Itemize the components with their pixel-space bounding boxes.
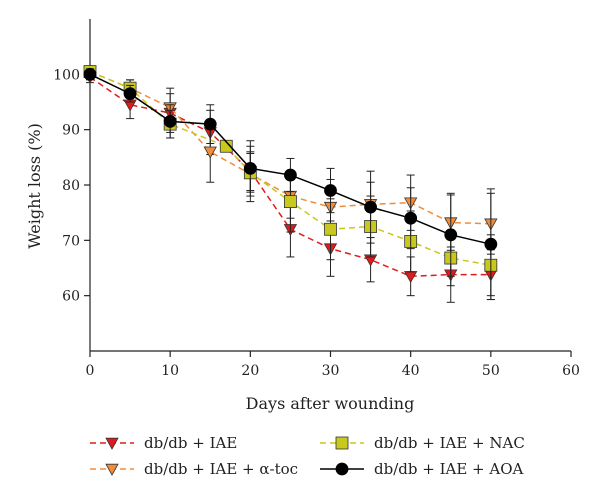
legend-item: db/db + IAE + NAC <box>320 434 525 452</box>
series-line <box>89 70 491 225</box>
x-tick-label: 60 <box>562 363 580 379</box>
x-tick-label: 30 <box>322 363 340 379</box>
legend-label: db/db + IAE + NAC <box>374 434 525 452</box>
x-axis-ticks: 0 10 20 30 40 50 60 <box>86 351 580 379</box>
y-tick-label: 60 <box>62 289 80 305</box>
legend-marker <box>105 463 119 476</box>
legend-item: db/db + IAE <box>90 434 237 452</box>
y-axis-ticks: 60 70 80 90 100 <box>53 67 90 305</box>
x-axis-label: Days after wounding <box>246 394 415 413</box>
x-tick-label: 40 <box>402 363 420 379</box>
data-point <box>484 237 498 251</box>
data-point <box>163 114 177 128</box>
data-point <box>324 184 337 197</box>
data-point <box>123 87 137 101</box>
axes: 0 10 20 30 40 50 60 60 70 80 90 100 <box>53 19 580 379</box>
x-tick-label: 20 <box>241 363 259 379</box>
legend-item: db/db + IAE + α-toc <box>90 460 298 478</box>
legend-label: db/db + IAE + AOA <box>374 460 524 478</box>
y-tick-label: 70 <box>62 233 80 249</box>
legend-marker <box>335 462 349 476</box>
series-4 <box>83 67 498 301</box>
legend-item: db/db + IAE + AOA <box>320 460 524 478</box>
data-point <box>83 67 97 81</box>
y-tick-label: 90 <box>62 123 80 139</box>
data-point <box>364 200 377 214</box>
legend-marker <box>335 436 349 450</box>
data-point <box>324 222 337 236</box>
data-point <box>284 195 297 209</box>
error-bars <box>86 68 495 301</box>
legend-label: db/db + IAE + α-toc <box>144 460 298 478</box>
data-point <box>243 161 257 175</box>
data-point <box>219 139 233 153</box>
data-point <box>403 271 418 284</box>
data-point <box>284 168 297 182</box>
y-axis-label: Weight loss (%) <box>25 123 44 249</box>
y-tick-label: 80 <box>62 178 80 194</box>
x-tick-label: 50 <box>482 363 500 379</box>
data-point <box>404 211 418 225</box>
legend-label: db/db + IAE <box>144 434 237 452</box>
x-tick-label: 0 <box>86 363 95 379</box>
x-tick-label: 10 <box>161 363 179 379</box>
y-tick-label: 100 <box>53 67 80 83</box>
data-point <box>444 228 458 242</box>
data-point <box>203 146 217 159</box>
legend-marker <box>105 437 119 450</box>
legend: db/db + IAE db/db + IAE + α-toc db/db + IA… <box>90 434 525 478</box>
data-point <box>203 117 217 131</box>
series-layer <box>83 65 498 303</box>
